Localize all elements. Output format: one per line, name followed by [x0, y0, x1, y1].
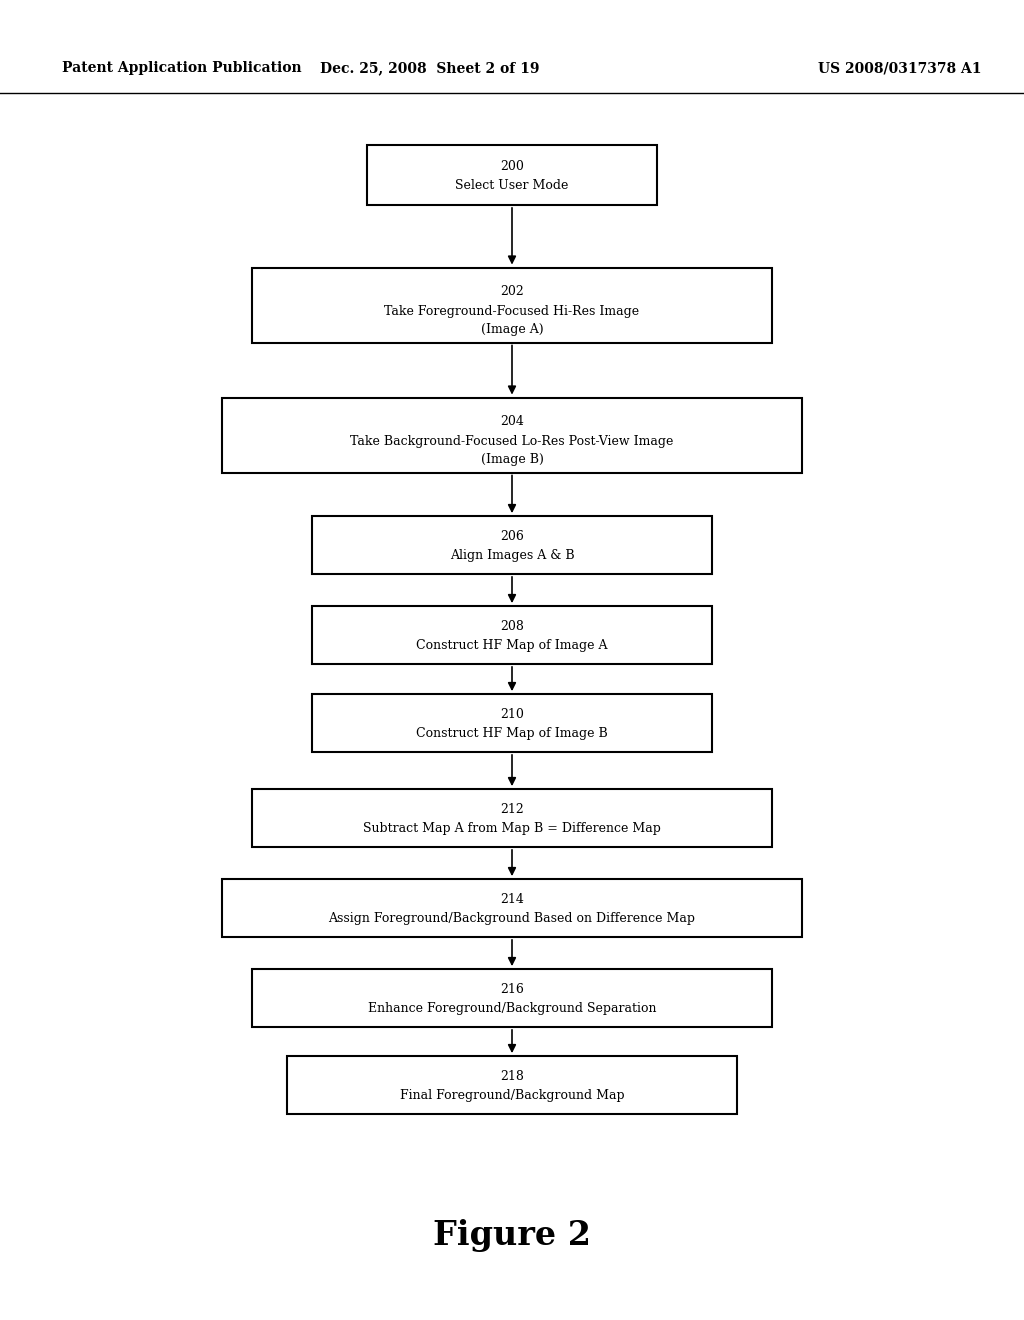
Text: (Image B): (Image B): [480, 453, 544, 466]
Text: Assign Foreground/Background Based on Difference Map: Assign Foreground/Background Based on Di…: [329, 912, 695, 925]
Bar: [367, 145, 657, 205]
Bar: [312, 606, 712, 664]
Bar: [252, 268, 772, 342]
Text: Construct HF Map of Image A: Construct HF Map of Image A: [416, 639, 608, 652]
Text: Align Images A & B: Align Images A & B: [450, 549, 574, 562]
Text: 218: 218: [500, 1069, 524, 1082]
Bar: [312, 694, 712, 752]
Text: Figure 2: Figure 2: [433, 1218, 591, 1251]
Bar: [222, 397, 802, 473]
Text: 214: 214: [500, 892, 524, 906]
Text: Patent Application Publication: Patent Application Publication: [62, 61, 302, 75]
Text: Final Foreground/Background Map: Final Foreground/Background Map: [399, 1089, 625, 1102]
Bar: [287, 1056, 737, 1114]
Text: (Image A): (Image A): [480, 323, 544, 337]
Bar: [252, 789, 772, 847]
Text: US 2008/0317378 A1: US 2008/0317378 A1: [818, 61, 982, 75]
Text: 210: 210: [500, 708, 524, 721]
Text: Take Background-Focused Lo-Res Post-View Image: Take Background-Focused Lo-Res Post-View…: [350, 434, 674, 447]
Text: Dec. 25, 2008  Sheet 2 of 19: Dec. 25, 2008 Sheet 2 of 19: [321, 61, 540, 75]
Text: 206: 206: [500, 529, 524, 543]
Text: Take Foreground-Focused Hi-Res Image: Take Foreground-Focused Hi-Res Image: [384, 305, 640, 318]
Text: 216: 216: [500, 983, 524, 995]
Text: Enhance Foreground/Background Separation: Enhance Foreground/Background Separation: [368, 1002, 656, 1015]
Text: 200: 200: [500, 160, 524, 173]
Bar: [222, 879, 802, 937]
Text: 204: 204: [500, 414, 524, 428]
Text: Subtract Map A from Map B = Difference Map: Subtract Map A from Map B = Difference M…: [364, 822, 660, 836]
Text: 202: 202: [500, 285, 524, 298]
Bar: [312, 516, 712, 574]
Bar: [252, 969, 772, 1027]
Text: Select User Mode: Select User Mode: [456, 180, 568, 193]
Text: 208: 208: [500, 620, 524, 632]
Text: 212: 212: [500, 803, 524, 816]
Text: Construct HF Map of Image B: Construct HF Map of Image B: [416, 727, 608, 741]
